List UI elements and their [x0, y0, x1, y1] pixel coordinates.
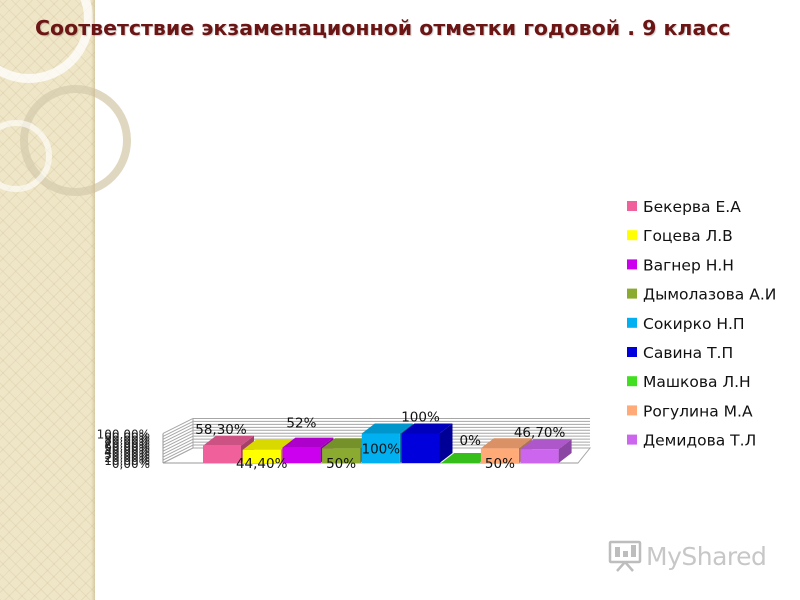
data-label: 44,40%	[236, 456, 288, 472]
legend-label: Демидова Т.Л	[643, 432, 756, 450]
slide-title: Соответствие экзаменационной отметки год…	[35, 16, 731, 40]
legend-label: Вагнер Н.Н	[643, 256, 734, 274]
data-label: 58,30%	[195, 422, 247, 438]
bar	[242, 449, 281, 463]
gridline-side	[162, 444, 194, 461]
gridline-side	[162, 426, 194, 443]
legend-label: Машкова Л.Н	[643, 373, 751, 391]
legend-label: Сокирко Н.П	[643, 315, 745, 333]
data-label: 0%	[459, 433, 481, 449]
legend-swatch	[627, 405, 637, 416]
presentation-board-icon	[608, 540, 642, 572]
bar-top	[520, 439, 572, 450]
gridline-side	[162, 423, 194, 440]
gridline-side	[162, 420, 194, 437]
legend-label: Дымолазова А.И	[643, 286, 776, 304]
legend-swatch	[627, 317, 637, 328]
bar-side	[558, 439, 572, 463]
legend-label: Гоцева Л.В	[643, 227, 733, 245]
y-axis-tick-label: 90,00%	[104, 430, 150, 444]
legend-swatch	[627, 288, 637, 299]
gridline-side	[162, 418, 194, 434]
bar	[480, 448, 519, 463]
gridline-side	[162, 435, 194, 452]
bar	[282, 447, 321, 463]
watermark-text: MyShared	[646, 541, 767, 571]
gridline-side	[162, 429, 194, 446]
bar-top	[480, 438, 532, 449]
bar	[203, 445, 241, 463]
bar-top	[401, 423, 453, 434]
legend-swatch	[627, 376, 637, 387]
decorative-ring	[0, 0, 93, 83]
y-axis-tick-label: 0,00%	[112, 457, 150, 471]
bar-top	[203, 435, 254, 446]
bar-top	[322, 438, 374, 449]
y-axis-tick-label: 20,00%	[104, 451, 150, 465]
legend-swatch	[627, 434, 637, 445]
legend-label: Рогулина М.А	[643, 402, 753, 420]
bar	[520, 449, 559, 463]
bar-top	[361, 423, 413, 434]
data-label: 100%	[401, 409, 440, 425]
y-axis-tick-label: 30,00%	[104, 448, 150, 462]
data-label: 50%	[485, 456, 515, 472]
decorative-ring	[0, 120, 52, 192]
legend-swatch	[627, 259, 637, 270]
gridline-side	[162, 432, 194, 449]
legend-label: Бекерва Е.А	[643, 198, 741, 216]
data-label: 50%	[326, 456, 356, 472]
y-axis-tick-label: 10,00%	[104, 454, 150, 468]
y-axis-tick-label: 50,00%	[104, 442, 150, 456]
y-axis-tick-label: 80,00%	[104, 433, 150, 447]
bar-top	[282, 437, 334, 448]
data-label: 46,70%	[514, 425, 566, 441]
gridline-side	[162, 438, 194, 455]
data-label: 100%	[361, 441, 400, 457]
bar-top	[441, 453, 493, 463]
bar-side	[439, 423, 453, 463]
data-label: 52%	[286, 416, 316, 432]
gridline-side	[162, 441, 194, 458]
y-axis-tick-label: 60,00%	[104, 439, 150, 453]
legend-swatch	[627, 347, 637, 357]
y-axis-tick-label: 100,00%	[97, 427, 150, 441]
legend-swatch	[627, 230, 637, 241]
bar	[401, 433, 440, 463]
bar	[361, 433, 400, 463]
legend-swatch	[627, 201, 637, 211]
y-axis-tick-label: 70,00%	[104, 436, 150, 450]
bar-top	[242, 439, 294, 450]
decorative-side-strip	[0, 0, 131, 600]
y-axis-tick-label: 40,00%	[104, 445, 150, 459]
bar	[322, 448, 361, 463]
watermark: MyShared	[608, 538, 767, 574]
legend-label: Савина Т.П	[643, 344, 733, 362]
